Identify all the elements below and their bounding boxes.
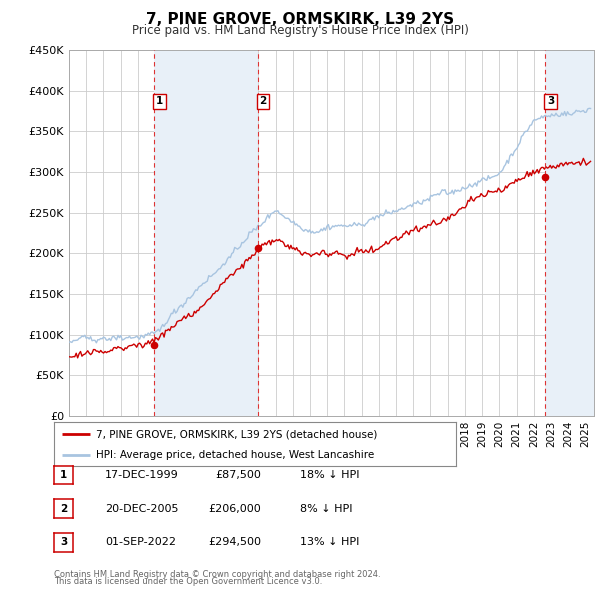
Text: 3: 3 bbox=[547, 96, 554, 106]
Text: HPI: Average price, detached house, West Lancashire: HPI: Average price, detached house, West… bbox=[96, 450, 374, 460]
Text: 13% ↓ HPI: 13% ↓ HPI bbox=[300, 537, 359, 547]
Text: Contains HM Land Registry data © Crown copyright and database right 2024.: Contains HM Land Registry data © Crown c… bbox=[54, 571, 380, 579]
Text: 8% ↓ HPI: 8% ↓ HPI bbox=[300, 504, 353, 513]
Text: 2: 2 bbox=[60, 504, 67, 513]
Text: 01-SEP-2022: 01-SEP-2022 bbox=[105, 537, 176, 547]
Text: 18% ↓ HPI: 18% ↓ HPI bbox=[300, 470, 359, 480]
Text: £87,500: £87,500 bbox=[215, 470, 261, 480]
Text: 1: 1 bbox=[156, 96, 163, 106]
Bar bbox=[545, 50, 594, 416]
Text: This data is licensed under the Open Government Licence v3.0.: This data is licensed under the Open Gov… bbox=[54, 578, 322, 586]
Text: £294,500: £294,500 bbox=[208, 537, 261, 547]
Text: 1: 1 bbox=[60, 470, 67, 480]
Text: 2: 2 bbox=[259, 96, 266, 106]
Bar bbox=[154, 50, 257, 416]
Text: 20-DEC-2005: 20-DEC-2005 bbox=[105, 504, 179, 513]
Text: 7, PINE GROVE, ORMSKIRK, L39 2YS (detached house): 7, PINE GROVE, ORMSKIRK, L39 2YS (detach… bbox=[96, 430, 377, 439]
Text: Price paid vs. HM Land Registry's House Price Index (HPI): Price paid vs. HM Land Registry's House … bbox=[131, 24, 469, 37]
Text: 7, PINE GROVE, ORMSKIRK, L39 2YS: 7, PINE GROVE, ORMSKIRK, L39 2YS bbox=[146, 12, 454, 27]
Text: £206,000: £206,000 bbox=[208, 504, 261, 513]
Text: 3: 3 bbox=[60, 537, 67, 547]
Text: 17-DEC-1999: 17-DEC-1999 bbox=[105, 470, 179, 480]
